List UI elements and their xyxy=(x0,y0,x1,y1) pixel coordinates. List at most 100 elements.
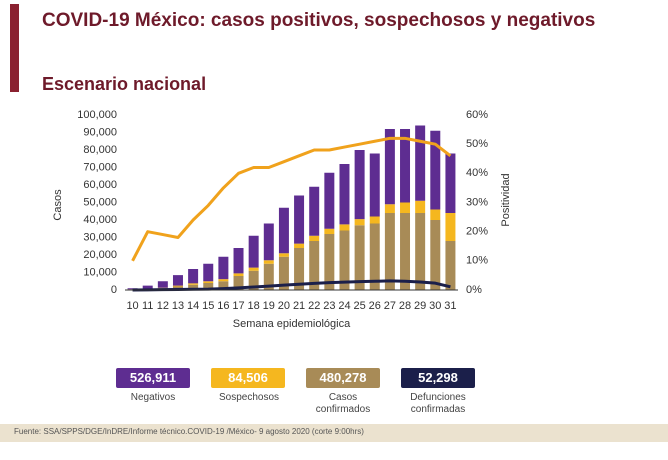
bar-segment xyxy=(415,213,426,290)
x-tick-label: 25 xyxy=(353,300,365,312)
y-tick-label: 90,000 xyxy=(83,126,117,138)
subtitle: Escenario nacional xyxy=(42,74,207,94)
summary-value: 84,506 xyxy=(211,368,285,388)
y-tick-label: 40,000 xyxy=(83,214,117,226)
bar-segment xyxy=(324,172,335,229)
bar-segment xyxy=(430,209,441,220)
y2-tick-label: 60% xyxy=(466,109,488,121)
bar-segment xyxy=(188,269,199,284)
y2-tick-label: 10% xyxy=(466,255,488,267)
bar-segment xyxy=(294,195,305,244)
x-tick-label: 28 xyxy=(399,300,411,312)
bar-segment xyxy=(188,283,199,285)
bar-segment xyxy=(354,219,365,226)
bar-segment xyxy=(218,281,229,290)
chart: 0 10,000 20,000 30,000 40,000 50,000 60,000 70,… xyxy=(52,109,512,330)
bar-segment xyxy=(430,220,441,290)
summary-label: Casos confirmados xyxy=(315,392,371,415)
bar-segment xyxy=(354,225,365,290)
bar-segment xyxy=(400,213,411,290)
bar-segment xyxy=(263,223,274,261)
bar-segment xyxy=(218,256,229,280)
summary-item: 52,298 Defunciones confirmadas xyxy=(395,368,481,416)
y-tick-label: 70,000 xyxy=(83,161,117,173)
x-tick-label: 29 xyxy=(414,300,426,312)
x-tick-label: 20 xyxy=(278,300,290,312)
summary-label: Negativos xyxy=(130,392,176,403)
bar-segment xyxy=(188,284,199,290)
summary-value: 52,298 xyxy=(401,368,475,388)
bar-segment xyxy=(233,276,244,290)
bar-segment xyxy=(172,285,183,287)
x-tick-label: 30 xyxy=(429,300,441,312)
bar-segment xyxy=(218,279,229,282)
bar-segment xyxy=(263,263,274,290)
bar-segment xyxy=(445,241,456,290)
bar-segment xyxy=(369,153,380,217)
bar-segment xyxy=(354,150,365,220)
footer: Fuente: SSA/SPPS/DGE/InDRE/Informe técni… xyxy=(14,427,364,436)
x-tick-label: 17 xyxy=(232,300,244,312)
bar-segment xyxy=(309,235,320,241)
bar-segment xyxy=(248,270,259,290)
bar-segment xyxy=(248,235,259,268)
x-tick-label: 26 xyxy=(369,300,381,312)
bar-segment xyxy=(294,243,305,248)
bar-segment xyxy=(294,248,305,290)
bar-segment xyxy=(172,275,183,286)
bar-segment xyxy=(415,200,426,213)
summary-label: Sospechosos xyxy=(219,392,280,403)
bar-segment xyxy=(233,273,244,276)
bar-segment xyxy=(248,267,259,271)
bar-segment xyxy=(278,207,289,254)
x-tick-label: 14 xyxy=(187,300,199,312)
line xyxy=(132,279,451,292)
y-tick-label: 100,000 xyxy=(77,109,117,121)
y-tick-label: 80,000 xyxy=(83,144,117,156)
y2-tick-label: 30% xyxy=(466,196,488,208)
bar-segment xyxy=(324,234,335,290)
x-tick-label: 31 xyxy=(444,300,456,312)
bar-segment xyxy=(384,204,395,213)
x-tick-label: 11 xyxy=(142,300,153,312)
bar-segment xyxy=(157,287,168,289)
x-axis-label: Semana epidemiológica xyxy=(233,318,351,330)
bar-segment xyxy=(309,186,320,236)
bar-segment xyxy=(278,256,289,290)
y-tick-label: 10,000 xyxy=(83,266,117,278)
bar-segment xyxy=(142,285,153,289)
bar-segment xyxy=(445,153,456,213)
bar-segment xyxy=(369,216,380,224)
summary-item: 84,506 Sospechosos xyxy=(205,368,291,404)
x-tick-label: 22 xyxy=(308,300,320,312)
bar-segment xyxy=(384,213,395,290)
y2-tick-label: 40% xyxy=(466,167,488,179)
bar-segment xyxy=(203,283,214,290)
bar-segment xyxy=(415,125,426,201)
accent-bar xyxy=(10,4,19,92)
bar-segment xyxy=(400,129,411,203)
y-axis-label: Casos xyxy=(52,189,64,221)
x-tick-label: 27 xyxy=(384,300,396,312)
y-tick-label: 20,000 xyxy=(83,249,117,261)
bar-segment xyxy=(430,130,441,210)
summary-item: 526,911 Negativos xyxy=(110,368,196,404)
bar-segment xyxy=(445,213,456,241)
footer-band xyxy=(0,424,668,442)
y-tick-label: 0 xyxy=(111,284,117,296)
y2-tick-label: 0% xyxy=(466,284,482,296)
title: COVID-19 México: casos positivos, sospec… xyxy=(42,10,596,31)
bar-segment xyxy=(203,263,214,282)
bar-segment xyxy=(203,281,214,283)
x-tick-label: 16 xyxy=(217,300,229,312)
y2-tick-label: 50% xyxy=(466,138,488,150)
x-tick-label: 10 xyxy=(126,300,138,312)
bar-segment xyxy=(278,253,289,257)
x-tick-label: 15 xyxy=(202,300,214,312)
x-tick-label: 19 xyxy=(263,300,275,312)
y2-axis-label: Positividad xyxy=(500,173,512,226)
bar-segment xyxy=(400,202,411,213)
y2-tick-label: 20% xyxy=(466,226,488,238)
bar-segment xyxy=(263,260,274,264)
